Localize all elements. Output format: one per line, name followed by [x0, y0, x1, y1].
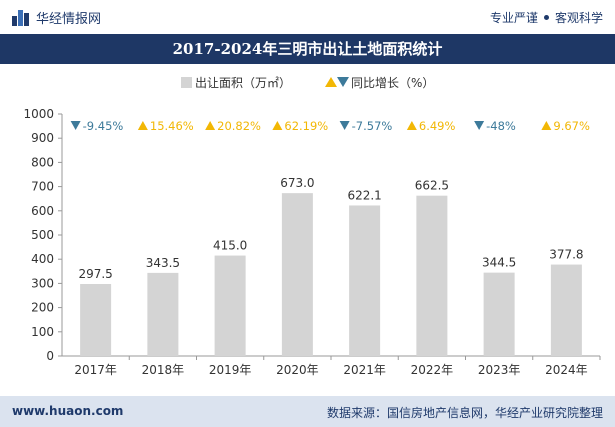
- legend-bar-swatch: [181, 77, 192, 88]
- y-tick-label: 0: [46, 349, 54, 363]
- bar-value-label: 662.5: [415, 179, 449, 193]
- bar: [147, 272, 179, 356]
- bar: [550, 264, 582, 356]
- chart-title: 2017-2024年三明市出让土地面积统计: [0, 34, 615, 64]
- y-tick-label: 200: [31, 301, 54, 315]
- growth-up-triangle-icon: [272, 121, 283, 130]
- x-tick-label: 2024年: [545, 363, 588, 377]
- bar: [483, 272, 515, 356]
- x-tick-label: 2022年: [411, 363, 454, 377]
- y-tick-label: 600: [31, 204, 54, 218]
- bar-value-label: 377.8: [549, 248, 583, 262]
- bar: [281, 193, 313, 356]
- x-tick-label: 2019年: [209, 363, 252, 377]
- slogan-right: 客观科学: [554, 11, 603, 25]
- x-axis: 2017年 2018年 2019年 2020年 2021年 2022年 2023年 2024年: [62, 355, 601, 377]
- y-tick-label: 300: [31, 276, 54, 290]
- top-bar: 华经情报网 专业严谨 客观科学: [0, 0, 615, 34]
- y-tick-label: 700: [31, 180, 54, 194]
- x-tick-label: 2018年: [142, 363, 185, 377]
- bar-value-label: 673.0: [280, 176, 314, 190]
- y-tick-label: 100: [31, 325, 54, 339]
- growth-label: -48%: [486, 119, 516, 133]
- growth-label: 6.49%: [419, 119, 456, 133]
- brand-name: 华经情报网: [36, 12, 102, 27]
- data-source: 数据来源：国信房地产信息网，华经产业研究院整理: [326, 406, 603, 420]
- growth-up-triangle-icon: [406, 121, 417, 130]
- y-tick-label: 500: [31, 228, 54, 242]
- y-axis: 0 100 200 300 400 500 600 700 800 900 1000: [23, 107, 63, 363]
- growth-label: 62.19%: [284, 119, 328, 133]
- slogan: 专业严谨 客观科学: [490, 9, 603, 26]
- growth-up-triangle-icon: [137, 121, 148, 130]
- x-tick-label: 2023年: [478, 363, 521, 377]
- growth-row: -9.45% 15.46% 20.82% 62.19% -7.57% 6.49% -48% 9…: [70, 119, 590, 133]
- y-tick-label: 400: [31, 252, 54, 266]
- bar-value-label: 415.0: [213, 239, 247, 253]
- bar-value-label: 622.1: [347, 188, 381, 202]
- growth-up-triangle-icon: [541, 121, 552, 130]
- footer: www.huaon.com 数据来源：国信房地产信息网，华经产业研究院整理: [0, 396, 615, 427]
- growth-label: -9.45%: [83, 119, 124, 133]
- bar-value-label: 297.5: [78, 267, 112, 281]
- legend-growth-label: 同比增长（%）: [351, 76, 434, 90]
- legend: 出让面积（万㎡） 同比增长（%）: [181, 76, 434, 90]
- growth-down-triangle-icon: [70, 121, 81, 130]
- bar-chart: 出让面积（万㎡） 同比增长（%） 0 100 200 300 400 500 600 700 8…: [23, 76, 601, 377]
- y-tick-label: 1000: [23, 107, 54, 121]
- bar: [214, 255, 246, 356]
- website-link[interactable]: www.huaon.com: [12, 404, 124, 418]
- bar: [416, 195, 448, 356]
- growth-up-triangle-icon: [205, 121, 216, 130]
- dot-icon: [543, 15, 549, 20]
- growth-label: 9.67%: [553, 119, 590, 133]
- x-tick-label: 2020年: [276, 363, 319, 377]
- bar-value-label: 344.5: [482, 256, 516, 270]
- bars: 297.5 343.5 415.0 673.0 622.1 662.5 344.5 377.8: [78, 176, 584, 356]
- growth-down-triangle-icon: [474, 121, 485, 130]
- legend-up-triangle-icon: [325, 77, 337, 87]
- y-tick-label: 900: [31, 131, 54, 145]
- bar-logo-icon: [12, 9, 30, 26]
- bar: [80, 284, 112, 356]
- x-tick-label: 2017年: [74, 363, 117, 377]
- legend-down-triangle-icon: [337, 77, 349, 87]
- y-tick-label: 800: [31, 155, 54, 169]
- slogan-left: 专业严谨: [489, 11, 538, 25]
- x-tick-label: 2021年: [343, 363, 386, 377]
- legend-bar-label: 出让面积（万㎡）: [195, 76, 291, 90]
- growth-label: 15.46%: [150, 119, 194, 133]
- growth-label: -7.57%: [352, 119, 393, 133]
- growth-label: 20.82%: [217, 119, 261, 133]
- bar-value-label: 343.5: [146, 256, 180, 270]
- brand: 华经情报网: [12, 8, 101, 27]
- bar: [349, 205, 381, 356]
- growth-down-triangle-icon: [339, 121, 350, 130]
